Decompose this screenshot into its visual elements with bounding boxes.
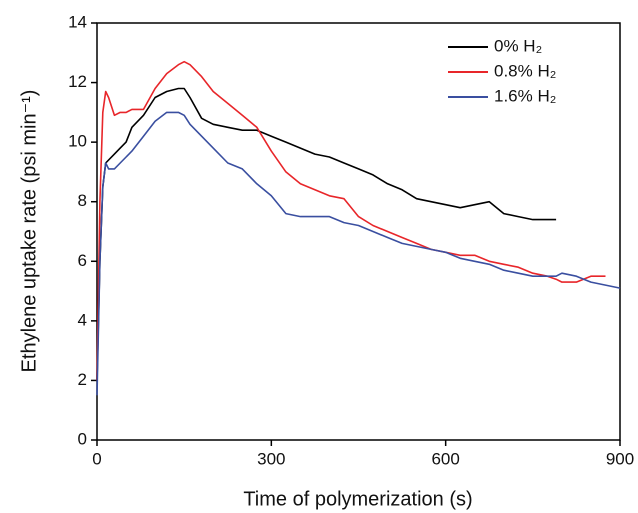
series-line	[96, 60, 606, 381]
x-tick-label: 900	[606, 449, 634, 468]
y-tick-label: 8	[78, 191, 87, 210]
legend-label: 1.6% H₂	[494, 86, 556, 105]
x-tick-label: 300	[257, 449, 285, 468]
x-tick-label: 0	[92, 449, 101, 468]
y-tick-label: 12	[68, 72, 87, 91]
y-tick-label: 14	[68, 12, 87, 31]
plot-frame	[96, 22, 621, 441]
y-axis-title: Ethylene uptake rate (psi min⁻¹)	[18, 90, 40, 373]
legend-label: 0.8% H₂	[494, 61, 556, 80]
y-tick-label: 0	[78, 429, 87, 448]
y-tick-label: 2	[78, 370, 87, 389]
series-line	[96, 111, 621, 396]
y-tick-label: 6	[78, 251, 87, 270]
x-axis-title: Time of polymerization (s)	[243, 488, 472, 510]
series-line	[96, 87, 557, 381]
y-tick-label: 10	[68, 132, 87, 151]
y-tick-label: 4	[78, 310, 87, 329]
x-tick-label: 600	[431, 449, 459, 468]
legend-label: 0% H₂	[494, 36, 542, 55]
